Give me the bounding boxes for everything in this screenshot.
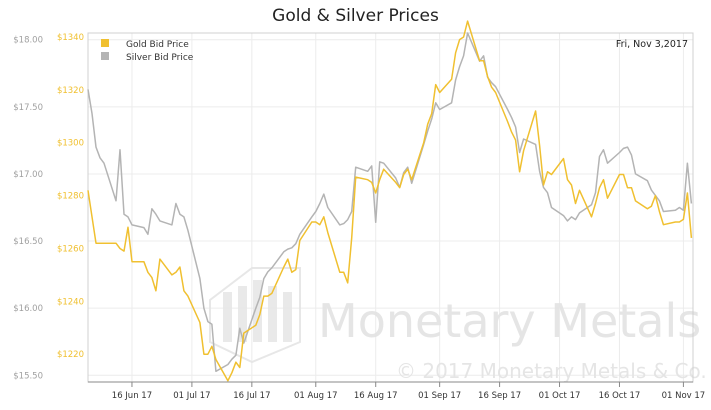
x-tick-label: 01 Nov 17: [662, 391, 706, 401]
legend-swatch-gold: [101, 39, 109, 47]
legend-item-gold[interactable]: Gold Bid Price: [101, 39, 189, 50]
x-tick-label: 16 Jul 17: [233, 391, 270, 401]
y-right-tick-label: $1320: [57, 86, 84, 96]
y-right-tick-label: $1240: [57, 297, 84, 307]
x-tick-label: 01 Jul 17: [173, 391, 210, 401]
series-layer: [87, 20, 693, 382]
y-right-tick-label: $1340: [57, 33, 84, 43]
watermark-text: Monetary Metals: [318, 294, 701, 348]
x-tick-label: 01 Oct 17: [539, 391, 581, 401]
series-line-silver[interactable]: [87, 32, 693, 373]
y-axis-right: $1340 $1320 $1300 $1280 $1260 $1240 $1220: [57, 33, 84, 360]
y-axis-left: $18.00 $17.50 $17.00 $16.50 $16.00 $15.50: [13, 36, 43, 382]
legend-label-gold: Gold Bid Price: [126, 40, 189, 50]
legend: Gold Bid Price Silver Bid Price: [101, 39, 194, 63]
y-right-tick-label: $1260: [57, 244, 84, 254]
chart-title: Gold & Silver Prices: [272, 6, 439, 26]
legend-label-silver: Silver Bid Price: [126, 53, 194, 63]
y-left-tick-label: $15.50: [13, 371, 43, 381]
y-left-tick-label: $16.00: [13, 304, 43, 314]
legend-item-silver[interactable]: Silver Bid Price: [101, 52, 194, 63]
y-left-tick-label: $16.50: [13, 237, 43, 247]
watermark: Monetary Metals © 2017 Monetary Metals &…: [209, 267, 707, 383]
y-left-tick-label: $17.00: [13, 170, 43, 180]
series-line-gold[interactable]: [87, 20, 693, 382]
y-left-tick-label: $17.50: [13, 103, 43, 113]
date-label: Fri, Nov 3,2017: [616, 39, 688, 50]
watermark-logo-icon: [209, 267, 301, 364]
y-right-tick-label: $1280: [57, 192, 84, 202]
x-tick-label: 16 Oct 17: [599, 391, 641, 401]
watermark-copyright: © 2017 Monetary Metals & Co.: [396, 359, 707, 383]
legend-swatch-silver: [101, 52, 109, 60]
x-axis: 16 Jun 17 01 Jul 17 16 Jul 17 01 Aug 17 16 A…: [112, 382, 705, 401]
y-left-tick-label: $18.00: [13, 36, 43, 46]
x-tick-label: 16 Sep 17: [478, 391, 521, 401]
y-right-tick-label: $1300: [57, 139, 84, 149]
x-tick-label: 16 Aug 17: [354, 391, 398, 401]
x-tick-label: 16 Jun 17: [112, 391, 152, 401]
x-tick-label: 01 Sep 17: [418, 391, 461, 401]
x-tick-label: 01 Aug 17: [294, 391, 338, 401]
y-right-tick-label: $1220: [57, 350, 84, 360]
